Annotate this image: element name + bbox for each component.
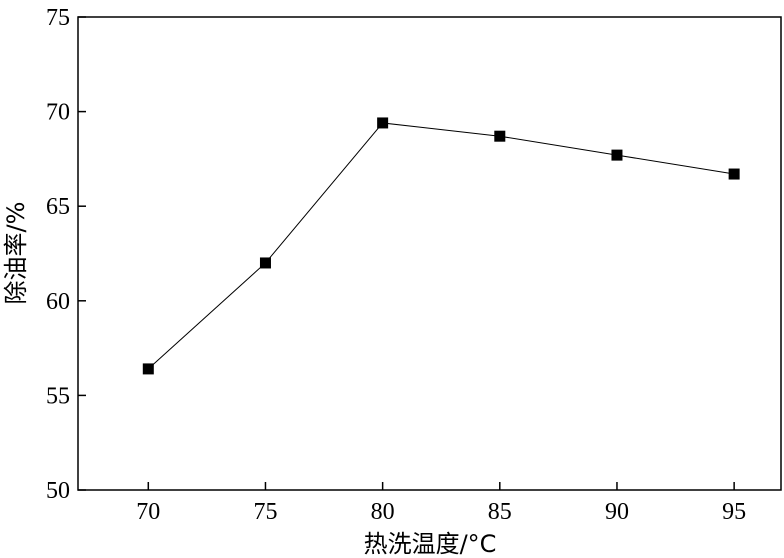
data-point-marker — [142, 363, 154, 375]
x-tick-label: 70 — [136, 499, 160, 525]
data-point-marker — [494, 130, 506, 142]
x-axis-label: 热洗温度/°C — [364, 530, 497, 558]
y-tick-label: 55 — [46, 383, 70, 409]
data-point-marker — [377, 117, 389, 129]
x-tick-label: 80 — [371, 499, 395, 525]
x-tick-label: 85 — [488, 499, 512, 525]
y-tick-label: 65 — [46, 194, 70, 220]
data-point-marker — [259, 257, 271, 269]
x-tick-label: 75 — [253, 499, 277, 525]
y-tick-label: 70 — [46, 100, 70, 126]
data-point-marker — [611, 149, 623, 161]
y-tick-label: 75 — [46, 5, 70, 31]
series-group — [142, 117, 740, 375]
x-tick-label: 95 — [722, 499, 746, 525]
y-axis-ticks: 50 55 60 65 70 75 — [46, 5, 86, 504]
data-point-marker — [728, 168, 740, 180]
x-axis-ticks: 70 75 80 85 90 95 — [136, 482, 746, 525]
y-tick-label: 60 — [46, 289, 70, 315]
x-tick-label: 90 — [605, 499, 629, 525]
y-tick-label: 50 — [46, 478, 70, 504]
plot-frame — [77, 16, 782, 491]
series-line — [147, 122, 735, 370]
y-axis-label: 除油率/% — [2, 202, 30, 305]
